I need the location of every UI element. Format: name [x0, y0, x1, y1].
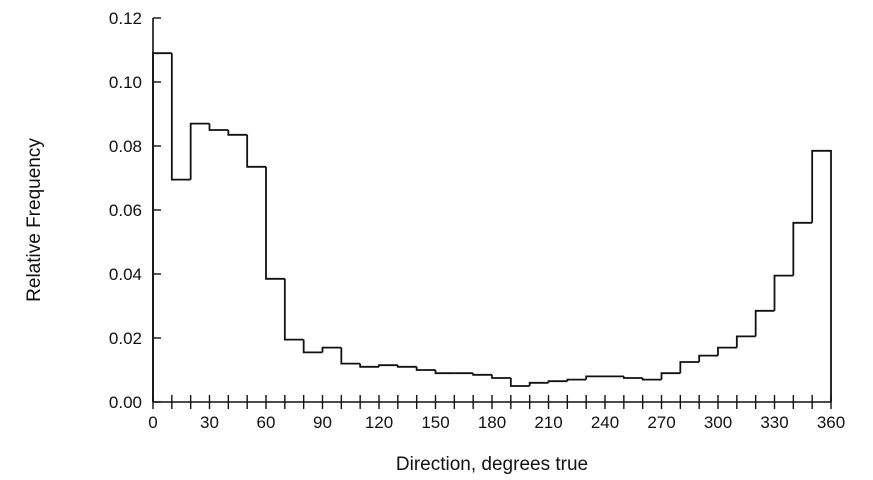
- histogram-bar: [698, 354, 718, 362]
- histogram-bar: [283, 278, 304, 341]
- histogram-bar: [641, 378, 662, 381]
- histogram-bar: [811, 149, 832, 402]
- histogram-bar: [679, 361, 700, 374]
- histogram-bar: [415, 366, 436, 371]
- x-tick-label: 180: [478, 413, 506, 432]
- y-tick-label: 0.06: [109, 201, 142, 220]
- histogram-bar: [227, 130, 248, 136]
- x-tick-label: 90: [313, 413, 332, 432]
- x-tick-label: 360: [817, 413, 845, 432]
- histogram-bar: [189, 122, 210, 180]
- y-axis-ticks: 0.00 0.02 0.04 0.06 0.08 0.10 0.12: [109, 9, 161, 412]
- histogram-bar: [340, 347, 361, 365]
- histogram-bar: [735, 335, 756, 348]
- histogram-bar: [660, 372, 681, 380]
- x-axis-title: Direction, degrees true: [396, 454, 588, 475]
- histogram-bar: [622, 376, 643, 379]
- x-tick-label: 330: [760, 413, 788, 432]
- histogram-bar: [396, 365, 417, 368]
- histogram-bar: [754, 309, 775, 337]
- histogram-bar: [265, 166, 285, 280]
- x-tick-label: 240: [591, 413, 619, 432]
- histogram-bar: [528, 381, 549, 386]
- histogram-bar: [566, 378, 587, 382]
- y-tick-label: 0.02: [109, 329, 142, 348]
- histogram-bar: [246, 134, 266, 168]
- histogram-bar: [378, 364, 398, 367]
- x-tick-label: 300: [704, 413, 732, 432]
- x-tick-label: 60: [257, 413, 276, 432]
- histogram-bar: [773, 274, 794, 311]
- histogram-bar: [792, 221, 813, 276]
- y-axis-title: Relative Frequency: [24, 138, 45, 302]
- y-tick-label: 0.04: [109, 265, 142, 284]
- x-tick-label: 30: [200, 413, 219, 432]
- histogram-bar: [302, 339, 323, 354]
- histogram-bar: [491, 374, 511, 379]
- histogram-bar: [208, 123, 229, 131]
- histogram-bar: [509, 378, 530, 387]
- x-tick-label: 150: [421, 413, 449, 432]
- histogram-bar: [170, 53, 191, 181]
- x-tick-label: 0: [148, 413, 157, 432]
- histogram-bar: [472, 373, 492, 376]
- y-tick-label: 0.12: [109, 9, 142, 28]
- histogram-bar: [359, 363, 379, 368]
- x-axis-ticks: 0 30 60 90 120 150 180 210 240 270 300 330 360: [148, 395, 845, 432]
- y-tick-label: 0.00: [109, 393, 142, 412]
- x-tick-label: 210: [534, 413, 562, 432]
- histogram-bar: [717, 346, 737, 356]
- y-tick-label: 0.08: [109, 137, 142, 156]
- x-tick-label: 270: [647, 413, 675, 432]
- histogram-bar: [152, 52, 172, 402]
- x-tick-label: 120: [365, 413, 393, 432]
- histogram-bar: [321, 346, 342, 353]
- histogram-bar: [585, 375, 605, 380]
- y-tick-label: 0.10: [109, 73, 142, 92]
- histogram-bars: [152, 52, 832, 402]
- histogram-bar: [434, 370, 455, 375]
- histogram-bar: [547, 380, 568, 383]
